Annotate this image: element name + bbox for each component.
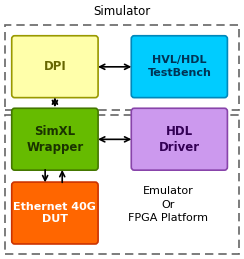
Text: Ethernet 40G
DUT: Ethernet 40G DUT <box>13 202 96 224</box>
Text: Emulator
Or
FPGA Platform: Emulator Or FPGA Platform <box>128 186 208 223</box>
Bar <box>5 25 239 110</box>
Bar <box>5 115 239 254</box>
Text: Simulator: Simulator <box>93 5 151 18</box>
Text: HVL/HDL
TestBench: HVL/HDL TestBench <box>147 55 211 78</box>
Text: DPI: DPI <box>43 60 66 73</box>
FancyBboxPatch shape <box>12 36 98 98</box>
FancyBboxPatch shape <box>12 182 98 244</box>
FancyBboxPatch shape <box>131 36 227 98</box>
Text: SimXL
Wrapper: SimXL Wrapper <box>26 125 83 154</box>
FancyBboxPatch shape <box>131 108 227 170</box>
FancyBboxPatch shape <box>12 108 98 170</box>
Text: HDL
Driver: HDL Driver <box>159 125 200 154</box>
